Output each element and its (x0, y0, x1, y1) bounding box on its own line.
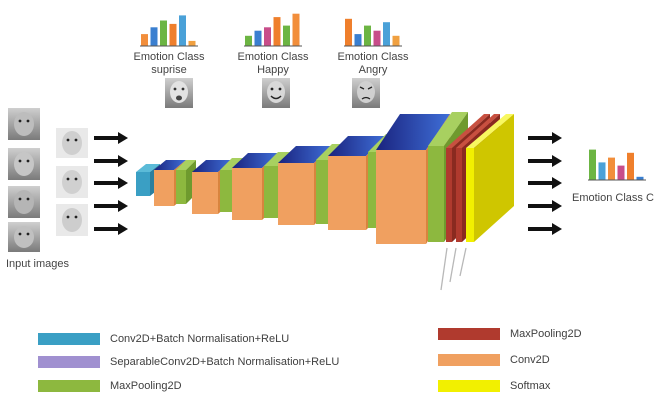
top-chart-2-label: Happy (257, 64, 289, 76)
legend-item-conv-bn-relu: Conv2D+Batch Normalisation+ReLU (38, 333, 289, 345)
top-face-2 (262, 78, 290, 108)
cnn-blocks (136, 112, 514, 244)
input-face-3 (8, 186, 40, 218)
output-chart-bar-5 (627, 152, 634, 180)
legend-label-conv2d: Conv2D (510, 354, 550, 366)
legend-label-maxpooling-red: MaxPooling2D (510, 328, 582, 340)
legend-item-conv2d: Conv2D (438, 354, 550, 366)
top-chart-3-bars (345, 18, 400, 46)
input-face-6 (56, 166, 88, 198)
legend-swatch-conv2d (438, 354, 500, 366)
cnn-architecture-diagram: Emotion Class suprise Emotion Class Happ… (6, 13, 654, 291)
legend-label-conv-bn-relu: Conv2D+Batch Normalisation+ReLU (110, 333, 290, 345)
final-layer-notes (440, 247, 467, 291)
output-chart-bar-6 (636, 176, 644, 180)
legend-item-softmax: Softmax (438, 380, 550, 392)
top-chart-2-bar-1 (245, 35, 252, 46)
legend-item-maxpooling-green: MaxPooling2D (38, 380, 182, 392)
top-chart-2: Emotion Class Happy (238, 13, 309, 76)
top-chart-3: Emotion Class Angry (338, 18, 409, 76)
final-layer-note-1 (440, 247, 448, 291)
stage-1 (154, 160, 196, 206)
top-chart-1-bar-2 (150, 27, 158, 46)
top-chart-3-bar-6 (392, 35, 400, 46)
input-arrow-2 (94, 155, 128, 167)
legend-swatch-conv-bn-relu (38, 333, 100, 345)
input-face-1 (8, 108, 40, 140)
output-arrows (528, 132, 562, 235)
input-images-label: Input images (6, 258, 69, 270)
input-arrow-4 (94, 200, 128, 212)
top-chart-1-bar-6 (188, 40, 196, 46)
legend-swatch-maxpooling-red (438, 328, 500, 340)
legend-item-separable-conv: SeparableConv2D+Batch Normalisation+ReLU (38, 356, 339, 368)
output-chart-bar-4 (617, 165, 625, 180)
legend-swatch-maxpooling-green (38, 380, 100, 392)
top-chart-3-bar-4 (373, 30, 381, 46)
input-face-5 (56, 128, 88, 158)
output-chart-bar-3 (608, 157, 615, 180)
top-chart-2-bar-2 (254, 30, 262, 46)
input-arrows (94, 132, 128, 235)
top-chart-3-bar-3 (364, 25, 371, 46)
output-arrow-3 (528, 177, 562, 189)
output-chart-title: Emotion Class C (572, 192, 654, 204)
top-chart-2-bars (245, 13, 300, 46)
input-arrow-5 (94, 223, 128, 235)
legend-label-maxpooling-green: MaxPooling2D (110, 380, 182, 392)
input-face-7 (56, 204, 88, 236)
final-layer-note-2 (449, 247, 457, 283)
top-chart-1-bar-3 (160, 20, 167, 46)
top-chart-2-bar-5 (283, 25, 290, 46)
input-face-2 (8, 148, 40, 180)
top-chart-1-bars (141, 15, 196, 46)
final-layer-note-3 (459, 247, 467, 277)
top-chart-1-label: suprise (151, 64, 186, 76)
output-arrow-2 (528, 155, 562, 167)
top-chart-3-bar-1 (345, 18, 352, 46)
input-arrow-1 (94, 132, 128, 144)
top-chart-3-label: Angry (359, 64, 388, 76)
top-face-3 (352, 78, 380, 108)
top-chart-3-bar-5 (383, 22, 390, 46)
top-emotion-charts: Emotion Class suprise Emotion Class Happ… (134, 13, 409, 76)
output-arrow-5 (528, 223, 562, 235)
top-face-1 (165, 78, 193, 108)
input-images: Input images (6, 108, 88, 270)
output-chart-bar-2 (598, 162, 606, 180)
output-arrow-1 (528, 132, 562, 144)
input-face-4 (8, 222, 40, 252)
top-chart-2-bar-3 (264, 27, 271, 46)
legend-label-separable-conv: SeparableConv2D+Batch Normalisation+ReLU (110, 356, 340, 368)
top-chart-3-title: Emotion Class (338, 51, 409, 63)
top-chart-2-title: Emotion Class (238, 51, 309, 63)
top-chart-1-bar-5 (179, 15, 186, 46)
legend-item-maxpooling-red: MaxPooling2D (438, 328, 582, 340)
output-arrow-4 (528, 200, 562, 212)
legend-swatch-separable-conv (38, 356, 100, 368)
output-chart-bars (589, 149, 644, 180)
top-chart-1-bar-1 (141, 34, 148, 46)
top-chart-1-title: Emotion Class (134, 51, 205, 63)
top-chart-1-bar-4 (169, 23, 177, 46)
output-chart-bar-1 (589, 149, 596, 180)
output-chart: Emotion Class C (572, 149, 654, 204)
input-arrow-3 (94, 177, 128, 189)
top-chart-2-bar-6 (292, 13, 300, 46)
top-chart-2-bar-4 (273, 17, 281, 46)
top-chart-3-bar-2 (354, 34, 362, 46)
top-chart-1: Emotion Class suprise (134, 15, 205, 76)
softmax-layer (466, 114, 514, 242)
legend-swatch-softmax (438, 380, 500, 392)
legend-label-softmax: Softmax (510, 380, 551, 392)
